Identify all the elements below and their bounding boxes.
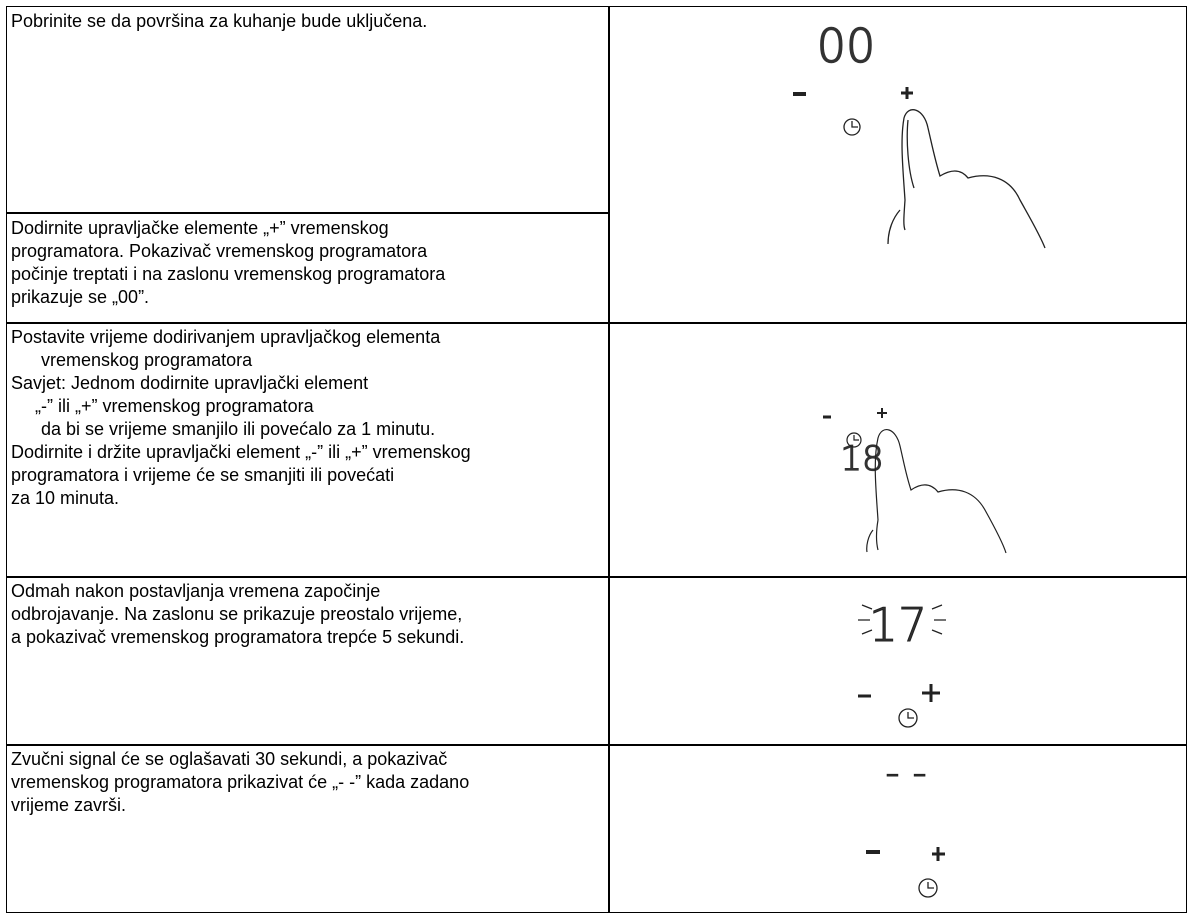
- timer-display: 17: [869, 598, 928, 652]
- text-line: programatora. Pokazivač vremenskog progr…: [11, 241, 428, 261]
- cell: [6, 6, 610, 214]
- step-text: Odmah nakon postavljanja vremena započin…: [11, 580, 464, 649]
- clock-icon: [927, 882, 934, 889]
- text-line: da bi se vrijeme smanjilo ili povećalo z…: [41, 419, 436, 439]
- clock-icon: [843, 118, 861, 136]
- cell: [608, 744, 1187, 913]
- text-line: programatora i vrijeme će se smanjiti il…: [11, 465, 395, 485]
- finger: [866, 429, 1007, 554]
- text-line: Postavite vrijeme dodirivanjem upravljač…: [11, 327, 441, 347]
- text-line: Dodirnite i držite upravljački element „…: [11, 442, 471, 462]
- cell: [6, 744, 610, 913]
- clock-icon: [851, 121, 858, 128]
- cell: [608, 6, 1187, 324]
- text-line: počinje treptati i na zaslonu vremenskog…: [11, 264, 446, 284]
- cell: [608, 322, 1187, 578]
- clock-icon: [853, 435, 859, 441]
- step-text: Zvučni signal će se oglašavati 30 sekund…: [11, 748, 469, 817]
- text-line: Zvučni signal će se oglašavati 30 sekund…: [11, 749, 448, 769]
- step-text: Dodirnite upravljačke elemente „+” vreme…: [11, 217, 445, 309]
- clock-icon: [898, 708, 918, 728]
- text-line: a pokazivač vremenskog programatora trep…: [11, 627, 465, 647]
- clock-icon: [846, 432, 862, 448]
- finger: [887, 109, 1046, 249]
- flash-marks: [858, 604, 946, 635]
- text-line: „-” ili „+” vremenskog programatora: [35, 396, 314, 416]
- text-line: Savjet: Jednom dodirnite upravljački ele…: [11, 373, 369, 393]
- text-line: odbrojavanje. Na zaslonu se prikazuje pr…: [11, 604, 463, 624]
- timer-display: 18: [840, 439, 883, 479]
- cell: [608, 576, 1187, 746]
- text-line: prikazuje se „00”.: [11, 287, 150, 307]
- timer-display: - -: [885, 750, 927, 796]
- cell: [6, 576, 610, 746]
- clock-icon: [907, 712, 914, 719]
- text-line: Dodirnite upravljačke elemente „+” vreme…: [11, 218, 389, 238]
- cell: [6, 322, 610, 578]
- text-line: za 10 minuta.: [11, 488, 120, 508]
- text-line: vremenskog programatora: [41, 350, 253, 370]
- step-text: Postavite vrijeme dodirivanjem upravljač…: [11, 326, 471, 510]
- text-line: Odmah nakon postavljanja vremena započin…: [11, 581, 381, 601]
- timer-display: 00: [817, 19, 876, 73]
- clock-icon: [918, 878, 938, 898]
- cell: [6, 212, 610, 324]
- text-line: Pobrinite se da površina za kuhanje bude…: [11, 11, 428, 31]
- step-text: Pobrinite se da površina za kuhanje bude…: [11, 10, 427, 33]
- text-line: vremenskog programatora prikazivat će „-…: [11, 772, 470, 792]
- text-line: vrijeme završi.: [11, 795, 127, 815]
